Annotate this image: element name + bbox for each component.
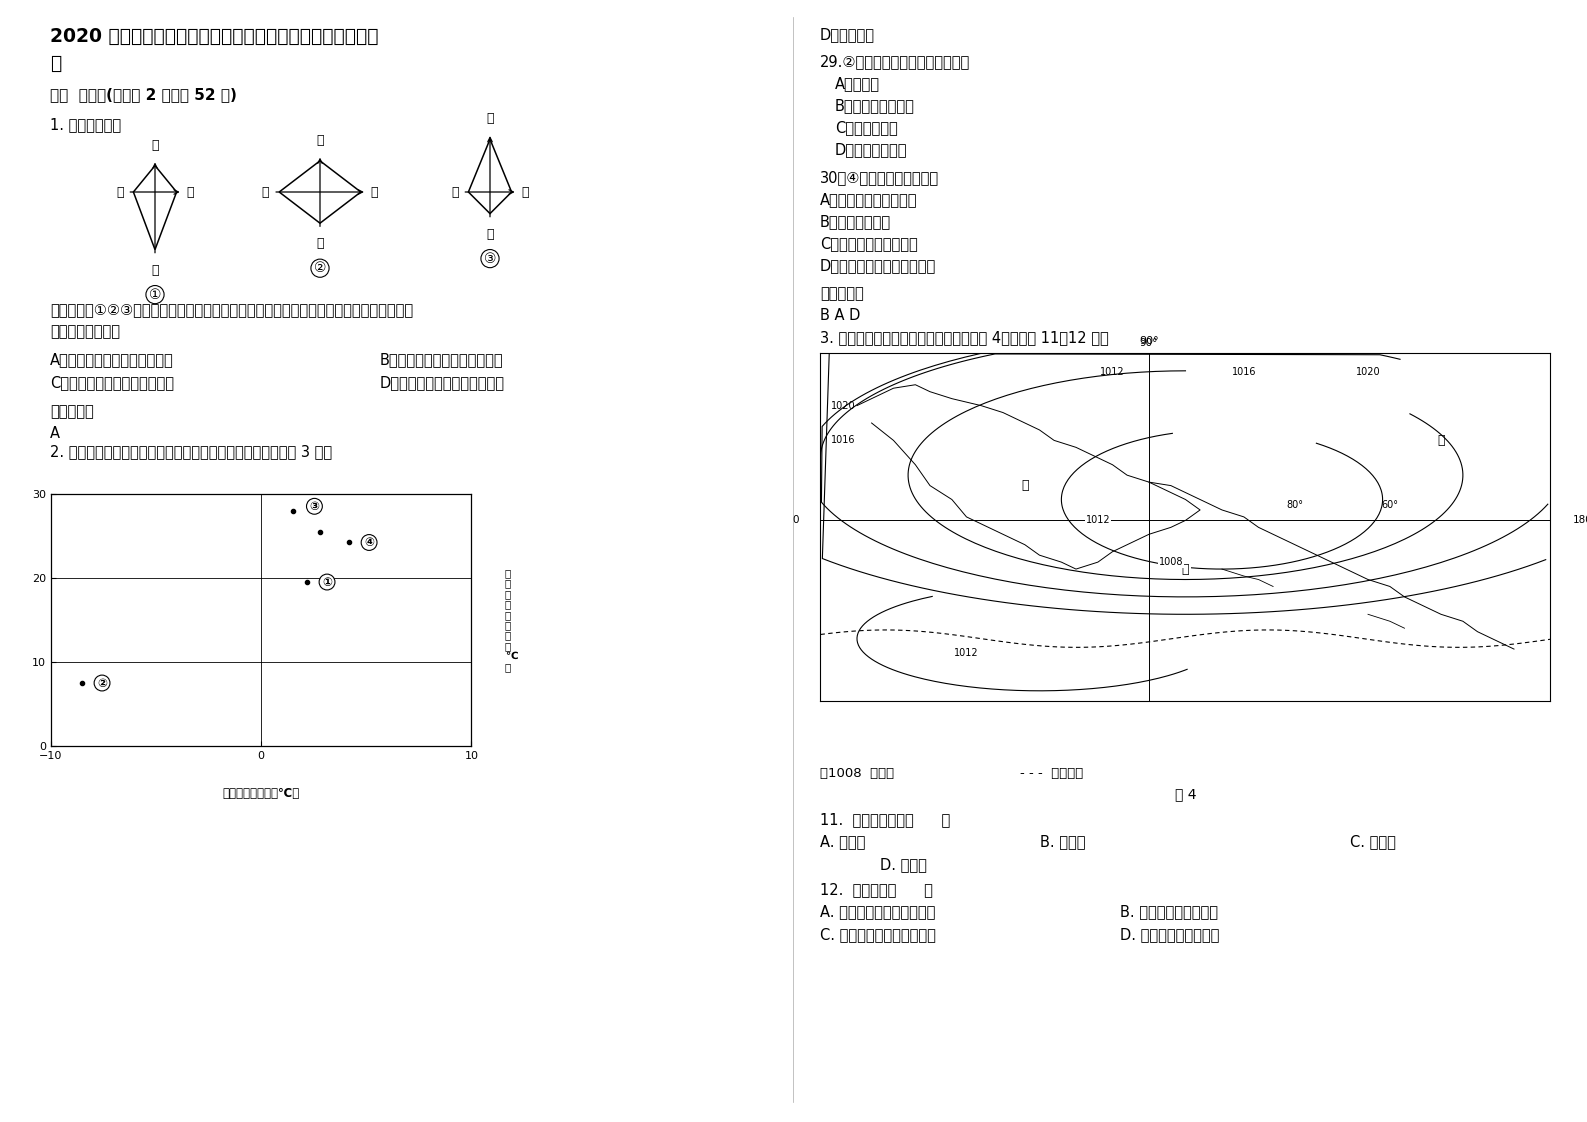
Text: 图 4: 图 4 — [1176, 787, 1197, 801]
Text: 参考答案：: 参考答案： — [820, 286, 863, 301]
Text: 29.②地冬季气温最低的主要原因是: 29.②地冬季气温最低的主要原因是 — [820, 54, 970, 68]
Text: A．劳动力、交通、市场、技术: A．劳动力、交通、市场、技术 — [51, 352, 173, 367]
Text: 1012: 1012 — [1086, 515, 1111, 525]
Text: 180°: 180° — [1573, 515, 1587, 525]
Text: ④: ④ — [363, 536, 375, 549]
Text: B．森林覆盖率高: B．森林覆盖率高 — [820, 214, 892, 229]
Text: 甲: 甲 — [1182, 562, 1189, 576]
Text: 参考答案：: 参考答案： — [51, 404, 94, 419]
Text: A．西南季风的持续影响: A．西南季风的持续影响 — [820, 192, 917, 206]
Text: ②: ② — [314, 261, 327, 275]
Text: 最
热
月
平
均
气
温
（
℃
）: 最 热 月 平 均 气 温 （ ℃ ） — [505, 568, 517, 672]
Text: B．位于谷地: B．位于谷地 — [62, 611, 116, 626]
Text: D. 东南风: D. 东南风 — [881, 857, 927, 872]
Text: C．纬度位置高: C．纬度位置高 — [835, 120, 898, 135]
Text: A: A — [51, 426, 60, 441]
Text: C. 西南风: C. 西南风 — [1351, 834, 1397, 849]
Text: B．劳动力、技术、交通、市场: B．劳动力、技术、交通、市场 — [379, 352, 503, 367]
Text: 丙: 丙 — [151, 264, 159, 277]
Text: 丁: 丁 — [451, 185, 459, 199]
Text: C. 图中冰盖面积为年内较小: C. 图中冰盖面积为年内较小 — [820, 927, 936, 942]
Text: 1020: 1020 — [1355, 367, 1381, 377]
Text: D．市场、劳动力、交通、技术: D．市场、劳动力、交通、技术 — [379, 375, 505, 390]
Text: C．太阳高度角大: C．太阳高度角大 — [62, 633, 133, 649]
Text: ②: ② — [97, 677, 106, 690]
Text: 如果图中的①②③分别代表食品工业、微电子工业、纺织工业，那么甲、乙、丙、丁分别代: 如果图中的①②③分别代表食品工业、微电子工业、纺织工业，那么甲、乙、丙、丁分别代 — [51, 302, 413, 318]
Text: 表的区位因素是：: 表的区位因素是： — [51, 324, 121, 339]
Text: ～1008  等压线: ～1008 等压线 — [820, 767, 893, 780]
Text: 丙: 丙 — [316, 237, 324, 250]
Text: 丙: 丙 — [1020, 479, 1028, 493]
Text: 3. 读某区域某时海平面等压线分布图（图 4），回答 11～12 题。: 3. 读某区域某时海平面等压线分布图（图 4），回答 11～12 题。 — [820, 330, 1109, 344]
Text: C．东南季风的持续影响: C．东南季风的持续影响 — [820, 236, 917, 251]
Text: 1020: 1020 — [832, 401, 855, 411]
Text: A．纬度位置最低: A．纬度位置最低 — [62, 589, 133, 604]
Text: 丙: 丙 — [486, 228, 494, 240]
Text: B．距冬季风源地近: B．距冬季风源地近 — [835, 98, 914, 113]
Text: 90°: 90° — [1139, 335, 1159, 346]
Text: ③: ③ — [309, 499, 319, 513]
Text: 乙: 乙 — [522, 185, 528, 199]
Text: 30．④地气候的主要成因是: 30．④地气候的主要成因是 — [820, 171, 940, 185]
Text: B. 东北风: B. 东北风 — [1039, 834, 1086, 849]
Text: D．距海洋近: D．距海洋近 — [820, 27, 874, 42]
Text: 60°: 60° — [1381, 500, 1398, 509]
Text: - - -  冰盖界线: - - - 冰盖界线 — [1020, 767, 1084, 780]
Text: 析: 析 — [51, 54, 62, 73]
Text: A．地势高: A．地势高 — [835, 76, 881, 91]
Text: D．较低的纬度和较高的海拔: D．较低的纬度和较高的海拔 — [820, 258, 936, 273]
Text: 1012: 1012 — [1100, 367, 1125, 377]
Text: D．太阳高度角小: D．太阳高度角小 — [835, 142, 908, 157]
Text: 80°: 80° — [1287, 500, 1303, 509]
Text: 乙: 乙 — [1438, 434, 1444, 447]
Text: 一、  选择题(每小题 2 分，共 52 分): 一、 选择题(每小题 2 分，共 52 分) — [51, 88, 236, 102]
Text: 甲: 甲 — [151, 139, 159, 151]
Text: 11.  甲地的风向为（      ）: 11. 甲地的风向为（ ） — [820, 812, 951, 827]
Text: B. 乙地出现台风风暴潮: B. 乙地出现台风风暴潮 — [1120, 904, 1217, 919]
Text: 1016: 1016 — [1232, 367, 1257, 377]
Text: ①: ① — [322, 576, 332, 589]
Text: B A D: B A D — [820, 309, 860, 323]
Text: ③: ③ — [484, 251, 497, 266]
Text: 1. 读下图，回答: 1. 读下图，回答 — [51, 117, 121, 132]
Text: A. 甲地可欣赏林海雪原景观: A. 甲地可欣赏林海雪原景观 — [820, 904, 935, 919]
Text: C．交通、劳动力、市场、技术: C．交通、劳动力、市场、技术 — [51, 375, 175, 390]
X-axis label: 最冷月平均气温（℃）: 最冷月平均气温（℃） — [222, 787, 300, 800]
Text: 乙: 乙 — [371, 185, 378, 199]
Text: 丁: 丁 — [116, 185, 124, 199]
Text: 乙: 乙 — [187, 185, 194, 199]
Text: 28.③地夏季气温最高的主要原因是: 28.③地夏季气温最高的主要原因是 — [51, 567, 200, 582]
Text: 1016: 1016 — [832, 435, 855, 445]
Text: D. 丙地可见成群的企鹅: D. 丙地可见成群的企鹅 — [1120, 927, 1219, 942]
Text: 0: 0 — [792, 515, 798, 525]
Text: 12.  图示时期（      ）: 12. 图示时期（ ） — [820, 882, 933, 896]
Text: 1008: 1008 — [1159, 558, 1184, 567]
Text: ①: ① — [149, 287, 162, 302]
Text: 甲: 甲 — [316, 134, 324, 147]
Text: A. 西北风: A. 西北风 — [820, 834, 865, 849]
Text: 丁: 丁 — [262, 185, 270, 199]
Text: 甲: 甲 — [486, 112, 494, 126]
Text: 2020 年江西省上饶市茗洋中学高三地理上学期期末试卷含解: 2020 年江西省上饶市茗洋中学高三地理上学期期末试卷含解 — [51, 27, 379, 46]
Text: 2. 下图中的四地代表拉萨、昆明、重庆和贵阳，读图完成下面 3 题。: 2. 下图中的四地代表拉萨、昆明、重庆和贵阳，读图完成下面 3 题。 — [51, 444, 332, 459]
Text: 90°: 90° — [1139, 338, 1159, 348]
Text: 1012: 1012 — [954, 647, 979, 657]
